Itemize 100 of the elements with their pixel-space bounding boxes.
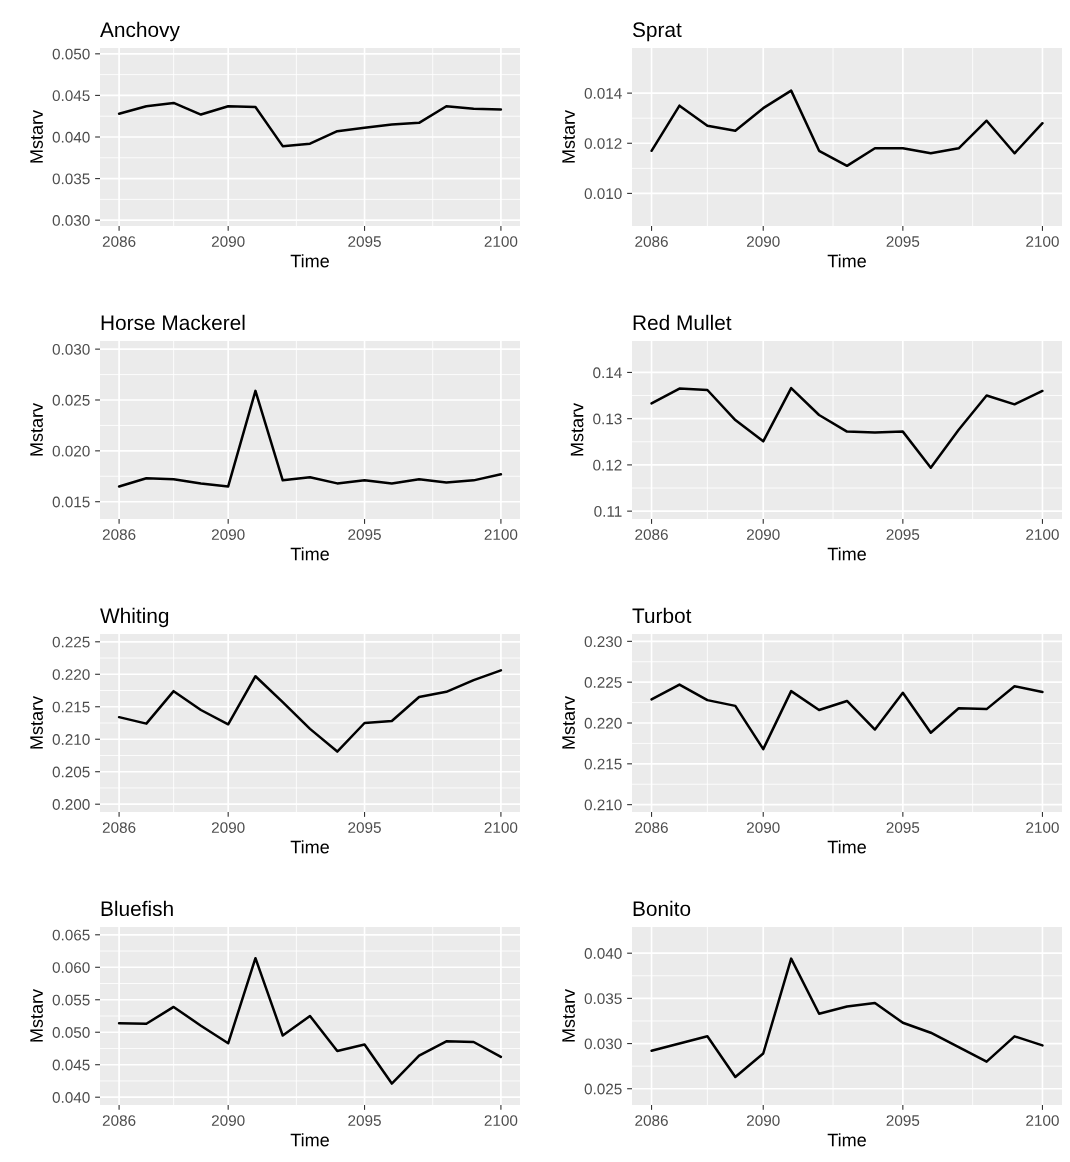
y-axis-title: Mstarv [30, 402, 43, 456]
x-axis-title: Time [827, 840, 866, 854]
y-tick-label: 0.014 [584, 87, 622, 99]
y-tick-label: 0.055 [52, 994, 90, 1006]
x-tick-label: 2086 [635, 822, 668, 833]
y-tick-label: 0.230 [584, 636, 622, 648]
line-series [117, 101, 503, 148]
x-tick-label: 2095 [348, 236, 381, 247]
x-tick-label: 2095 [348, 1115, 381, 1126]
y-tick-label: 0.025 [52, 394, 90, 406]
x-tick-label: 2090 [747, 1115, 780, 1126]
x-tick-label: 2100 [484, 529, 518, 540]
x-axis-title: Time [827, 1133, 866, 1147]
y-tick-label: 0.045 [52, 90, 90, 102]
y-tick-label: 0.205 [52, 766, 90, 778]
y-tick-label: 0.040 [584, 948, 622, 959]
x-tick-label: 2086 [102, 529, 136, 540]
y-axis-title: Mstarv [30, 988, 43, 1042]
x-tick-label: 2090 [211, 1115, 245, 1126]
y-tick-label: 0.220 [584, 717, 622, 729]
y-tick-label: 0.050 [52, 48, 90, 60]
y-tick-label: 0.030 [52, 344, 90, 355]
y-tick-label: 0.11 [594, 506, 622, 517]
x-tick-label: 2086 [635, 236, 668, 247]
line-series [650, 683, 1044, 751]
y-tick-label: 0.060 [52, 962, 90, 973]
y-tick-label: 0.215 [584, 758, 622, 770]
line-series [650, 957, 1044, 1079]
x-tick-label: 2095 [886, 822, 920, 833]
x-tick-label: 2095 [886, 1115, 920, 1126]
y-axis-title: Mstarv [570, 402, 584, 456]
y-tick-label: 0.015 [52, 496, 90, 508]
y-tick-label: 0.13 [593, 413, 622, 425]
chart-title: Sprat [632, 22, 682, 42]
chart-title: Red Mullet [633, 314, 732, 331]
chart-title: Anchovy [100, 21, 180, 42]
x-tick-label: 2086 [102, 822, 136, 833]
x-tick-label: 2095 [886, 236, 920, 247]
x-tick-label: 2090 [747, 822, 780, 833]
line-series [117, 389, 503, 488]
x-tick-label: 2086 [635, 529, 668, 540]
y-tick-label: 0.030 [52, 215, 90, 226]
y-axis-title: Mstarv [562, 695, 575, 749]
y-axis-title: Mstarv [562, 988, 575, 1042]
x-tick-label: 2100 [1026, 1115, 1059, 1126]
y-tick-label: 0.065 [52, 929, 90, 941]
y-tick-label: 0.225 [584, 677, 622, 688]
x-tick-label: 2100 [1026, 822, 1059, 833]
x-tick-label: 2100 [1026, 236, 1059, 247]
line-series [650, 386, 1044, 469]
x-tick-label: 2086 [102, 236, 136, 247]
y-tick-label: 0.200 [52, 799, 90, 810]
y-axis-title: Mstarv [30, 109, 43, 163]
y-tick-label: 0.045 [52, 1059, 90, 1071]
x-tick-label: 2100 [484, 1115, 518, 1126]
line-series [650, 89, 1044, 168]
y-tick-label: 0.220 [52, 669, 90, 680]
y-tick-label: 0.020 [52, 445, 90, 457]
y-tick-label: 0.035 [52, 173, 90, 185]
y-tick-label: 0.030 [584, 1038, 622, 1050]
y-axis-title: Mstarv [30, 695, 43, 749]
x-tick-label: 2100 [484, 236, 518, 247]
x-tick-label: 2086 [635, 1115, 668, 1126]
x-tick-label: 2090 [211, 529, 245, 540]
y-tick-label: 0.040 [52, 1092, 90, 1103]
chart-title: Turbot [632, 607, 692, 624]
y-tick-label: 0.14 [593, 367, 622, 379]
y-tick-label: 0.210 [584, 799, 622, 811]
y-tick-label: 0.050 [52, 1027, 90, 1038]
y-tick-label: 0.012 [584, 138, 622, 149]
x-tick-label: 2090 [211, 822, 245, 833]
y-tick-label: 0.12 [593, 459, 622, 471]
y-tick-label: 0.010 [584, 188, 622, 200]
line-series [117, 669, 503, 753]
y-tick-label: 0.040 [52, 131, 90, 143]
x-tick-label: 2090 [747, 236, 780, 247]
x-axis-title: Time [290, 1133, 329, 1147]
x-tick-label: 2100 [1026, 529, 1059, 540]
x-axis-title: Time [290, 547, 329, 561]
x-tick-label: 2086 [102, 1115, 136, 1126]
y-tick-label: 0.025 [584, 1083, 622, 1095]
x-tick-label: 2100 [484, 822, 518, 833]
x-tick-label: 2095 [348, 822, 381, 833]
y-tick-label: 0.225 [52, 636, 90, 648]
x-axis-title: Time [290, 840, 329, 854]
x-tick-label: 2095 [348, 529, 381, 540]
x-tick-label: 2090 [211, 236, 245, 247]
chart-title: Horse Mackerel [101, 314, 245, 331]
chart-title: Bluefish [101, 900, 173, 917]
x-tick-label: 2090 [747, 529, 780, 540]
y-tick-label: 0.210 [52, 734, 90, 745]
x-tick-label: 2095 [886, 529, 920, 540]
line-series [117, 956, 503, 1085]
y-tick-label: 0.215 [52, 701, 90, 713]
x-axis-title: Time [827, 254, 866, 268]
y-axis-title: Mstarv [562, 109, 575, 163]
x-axis-title: Time [290, 254, 329, 268]
y-tick-label: 0.035 [584, 993, 622, 1005]
chart-title: Whiting [100, 607, 169, 628]
x-axis-title: Time [827, 547, 866, 561]
